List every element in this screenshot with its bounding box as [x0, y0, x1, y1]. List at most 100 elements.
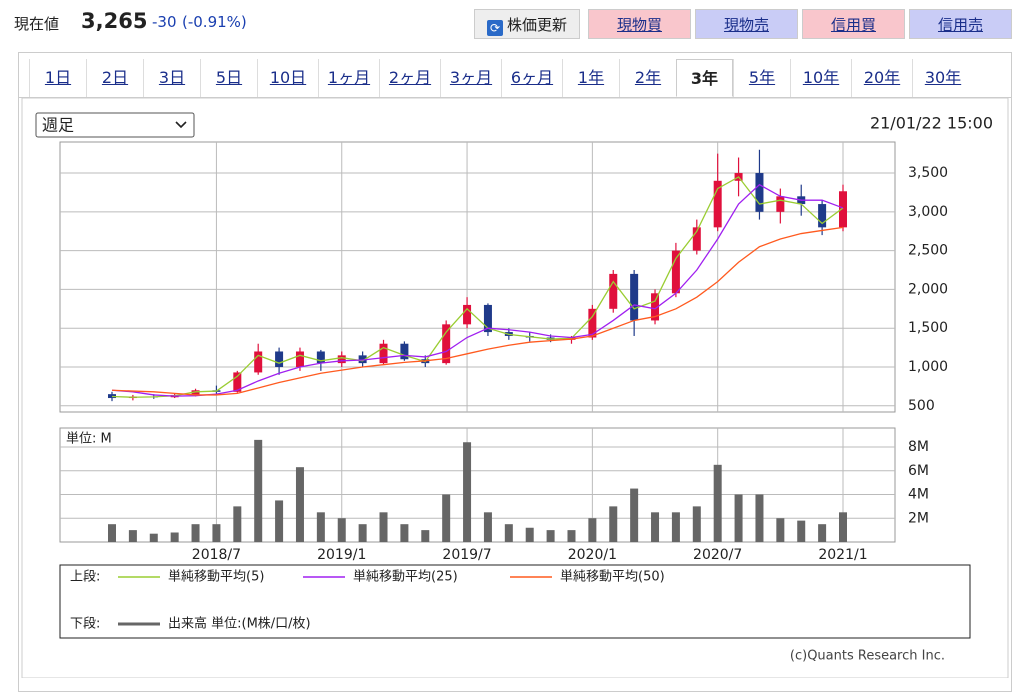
period-tab[interactable]: 3ヶ月 — [440, 59, 501, 97]
x-tick-label: 2021/1 — [818, 547, 867, 563]
period-tab[interactable]: 1ヶ月 — [318, 59, 379, 97]
period-tab[interactable]: 2ヶ月 — [379, 59, 440, 97]
legend-label: 下段: — [70, 617, 100, 632]
top-bar: 現在値 3,265 -30 (-0.91%) ⟳ 株価更新 現物買 現物売 信用買 信用… — [0, 0, 1024, 48]
volume-bar — [651, 512, 660, 542]
volume-tick-label: 2M — [908, 510, 929, 526]
volume-bar — [546, 530, 555, 542]
candle-body — [776, 196, 785, 212]
volume-bar — [463, 442, 472, 542]
candle-body — [588, 308, 597, 338]
period-tab[interactable]: 6ヶ月 — [501, 59, 562, 97]
legend-entry: 単純移動平均(25) — [353, 569, 458, 585]
volume-bar — [108, 524, 116, 542]
change-pct: (-0.91%) — [182, 13, 247, 31]
period-tab[interactable]: 20年 — [851, 59, 912, 97]
ma-line — [111, 176, 844, 398]
y-tick-label: 2,000 — [908, 281, 948, 297]
volume-bar — [421, 530, 430, 542]
volume-bar — [337, 518, 346, 542]
volume-bar — [609, 506, 618, 542]
period-tab[interactable]: 3日 — [143, 59, 200, 97]
volume-tick-label: 4M — [908, 487, 929, 503]
volume-bar — [504, 524, 513, 542]
volume-plot — [59, 427, 896, 543]
period-tab[interactable]: 2年 — [619, 59, 676, 97]
period-tab[interactable]: 5年 — [733, 59, 790, 97]
period-tab[interactable]: 2日 — [86, 59, 143, 97]
candle-body — [839, 191, 847, 228]
candle-body — [671, 250, 680, 294]
refresh-button[interactable]: ⟳ 株価更新 — [474, 9, 580, 39]
period-tab[interactable]: 30年 — [912, 59, 973, 97]
volume-tick-label: 6M — [908, 463, 929, 479]
period-select[interactable] — [35, 112, 195, 138]
legend-entry: 出来高 単位:(M株/口/枚) — [168, 616, 311, 632]
y-tick-label: 3,000 — [908, 204, 948, 220]
period-tab[interactable]: 1日 — [29, 59, 86, 97]
volume-bar — [212, 524, 221, 542]
candle-body — [818, 204, 827, 228]
volume-bar — [734, 494, 743, 542]
volume-bar — [128, 530, 137, 542]
period-tab[interactable]: 10年 — [790, 59, 851, 97]
trade-button[interactable]: 現物売 — [695, 9, 798, 39]
candle-body — [295, 351, 304, 367]
candle-body — [379, 343, 388, 364]
y-tick-label: 1,500 — [908, 320, 948, 336]
candle-body — [609, 273, 618, 309]
period-tab[interactable]: 3年 — [676, 59, 733, 97]
period-tab[interactable]: 1年 — [562, 59, 619, 97]
candle-body — [400, 343, 409, 360]
price: 3,265 — [81, 9, 148, 33]
volume-bar — [630, 488, 639, 542]
period-tab[interactable]: 10日 — [257, 59, 318, 97]
trade-button[interactable]: 現物買 — [588, 9, 691, 39]
price-plot — [59, 141, 896, 413]
trade-button[interactable]: 信用売 — [909, 9, 1012, 39]
credit: (c)Quants Research Inc. — [790, 649, 945, 664]
volume-bar — [483, 512, 492, 542]
legend-entry: 単純移動平均(50) — [560, 569, 665, 585]
volume-bar — [671, 512, 680, 542]
refresh-icon: ⟳ — [486, 20, 503, 36]
candle-body — [191, 390, 200, 395]
volume-bar — [442, 494, 451, 542]
price-label: 現在値 — [14, 15, 60, 33]
select-arrow — [175, 121, 187, 129]
candle-body — [692, 227, 701, 251]
volume-bar — [275, 500, 284, 542]
volume-bar — [400, 524, 409, 542]
candle-body — [233, 372, 242, 392]
volume-bar — [713, 464, 722, 542]
y-tick-label: 500 — [908, 398, 935, 414]
volume-bar — [818, 524, 827, 542]
volume-bar — [149, 533, 158, 542]
period-tab[interactable]: 5日 — [200, 59, 257, 97]
candle-body — [442, 324, 451, 364]
candle-body — [358, 355, 367, 364]
ma-line — [111, 183, 844, 397]
volume-bar — [567, 530, 576, 542]
x-tick-label: 2019/1 — [317, 547, 366, 563]
candle-body — [254, 351, 263, 373]
x-tick-label: 2020/1 — [568, 547, 617, 563]
candle-body — [337, 355, 346, 364]
volume-bar — [755, 494, 764, 542]
y-tick-label: 1,000 — [908, 359, 948, 375]
trade-button[interactable]: 信用買 — [802, 9, 905, 39]
volume-bar — [233, 506, 242, 542]
candle-body — [483, 304, 492, 333]
volume-bar — [525, 527, 534, 542]
refresh-text: 株価更新 — [506, 16, 567, 34]
volume-bar — [839, 512, 847, 542]
volume-tick-label: 8M — [908, 439, 929, 455]
legend-entry: 単純移動平均(5) — [168, 569, 264, 585]
timestamp: 21/01/22 15:00 — [870, 114, 993, 133]
volume-bar — [692, 506, 701, 542]
change: -30 — [152, 13, 177, 31]
ma-line — [111, 226, 844, 396]
volume-bar — [797, 520, 806, 542]
x-tick-label: 2019/7 — [442, 547, 491, 563]
